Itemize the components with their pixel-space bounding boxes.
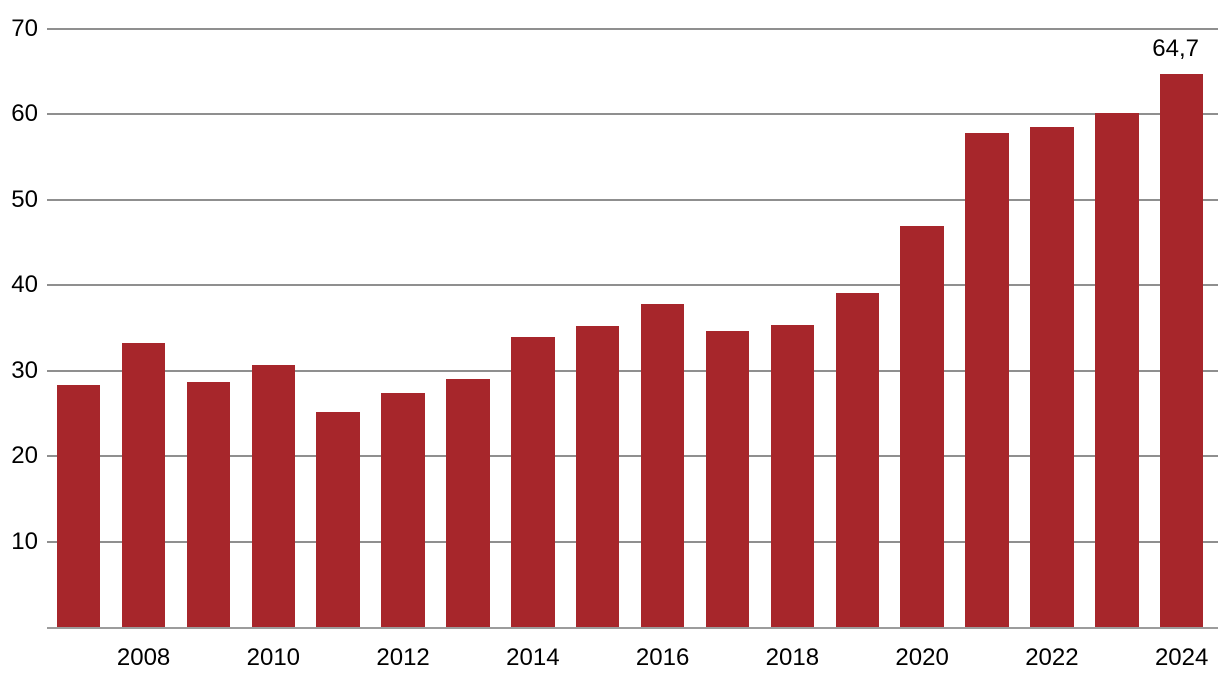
gridline-20 [47, 455, 1218, 458]
x-axis-tick-label-2024: 2024 [1154, 644, 1209, 671]
bar-2015 [575, 326, 620, 628]
gridline-60 [47, 113, 1218, 116]
gridline-70 [47, 27, 1218, 30]
y-axis-tick-label-50: 50 [11, 185, 38, 213]
y-axis-tick-label-10: 10 [11, 527, 38, 555]
bar-2022 [1030, 126, 1074, 628]
x-axis-tick-label-2010: 2010 [246, 644, 301, 671]
y-axis-tick-label-40: 40 [11, 271, 38, 299]
bar-2016 [640, 304, 685, 628]
bar-2007 [56, 385, 101, 628]
bar-2018 [770, 324, 815, 628]
x-axis-tick-label-2020: 2020 [895, 644, 949, 671]
bar-2017 [705, 331, 750, 628]
bar-2020 [900, 226, 944, 628]
gridline-30 [47, 369, 1218, 372]
y-axis-tick-label-60: 60 [11, 100, 38, 128]
bar-2023 [1095, 113, 1139, 628]
x-axis-tick-label-2012: 2012 [376, 644, 430, 671]
bar-2024 [1159, 73, 1204, 628]
gridline-10 [47, 540, 1218, 543]
bar-2019 [835, 292, 879, 628]
bar-2008 [121, 343, 166, 628]
x-axis-tick-label-2022: 2022 [1025, 644, 1079, 671]
y-axis-tick-label-70: 70 [11, 14, 38, 42]
bar-2011 [316, 411, 360, 628]
y-axis-tick-label-20: 20 [11, 442, 38, 470]
gridline-40 [47, 284, 1218, 287]
x-axis-tick-label-2016: 2016 [635, 644, 690, 671]
gridline-50 [47, 198, 1218, 201]
x-axis-tick-label-2018: 2018 [765, 644, 820, 671]
bar-2013 [446, 379, 490, 628]
x-axis-tick-label-2014: 2014 [506, 644, 560, 671]
bar-2010 [251, 364, 296, 628]
bar-2009 [186, 381, 231, 628]
data-label-2024: 64,7 [1152, 34, 1200, 62]
x-axis-tick-label-2008: 2008 [116, 644, 171, 671]
y-axis-tick-label-30: 30 [11, 356, 38, 384]
bar-2014 [511, 336, 555, 628]
x-axis-baseline [47, 626, 1218, 629]
bar-2021 [965, 132, 1009, 628]
bar-2012 [381, 393, 425, 628]
